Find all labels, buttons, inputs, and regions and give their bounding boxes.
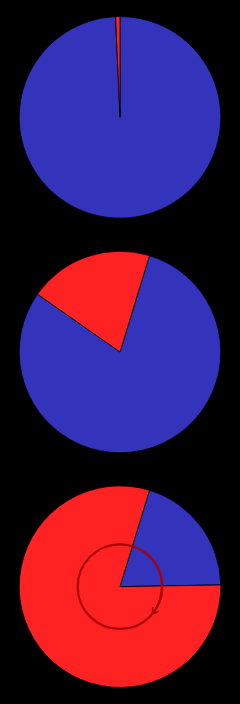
inner-circle — [78, 544, 163, 629]
rotation-indicator — [78, 544, 163, 629]
pie — [19, 17, 221, 219]
chart-svg — [0, 0, 240, 704]
pie — [19, 251, 221, 453]
pie-slice — [37, 251, 149, 352]
pie — [19, 486, 221, 688]
pie-slice — [116, 17, 120, 118]
pie-slice — [19, 486, 221, 688]
rotation-arrow — [152, 572, 161, 614]
pie-slice — [19, 17, 221, 219]
chart-container — [0, 0, 240, 704]
